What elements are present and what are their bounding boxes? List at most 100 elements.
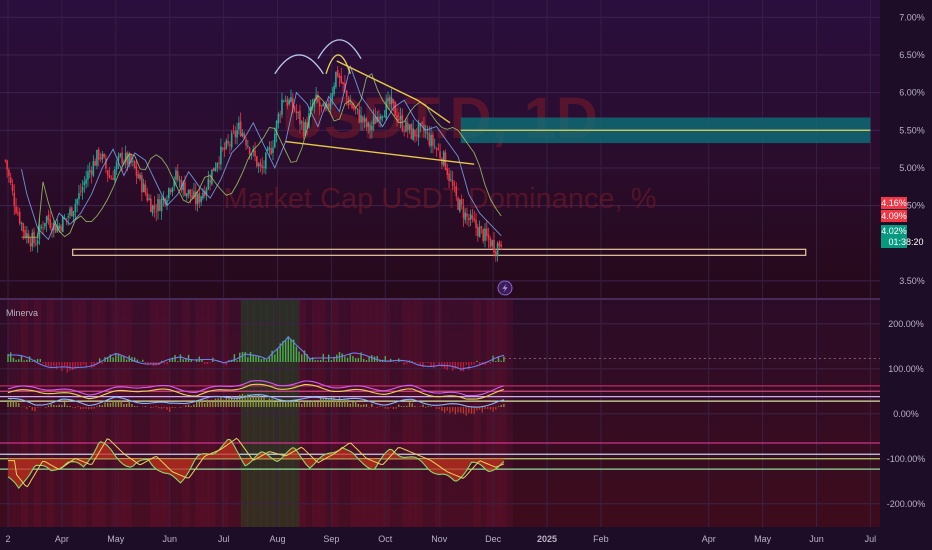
price-pane[interactable]: USDT.D, 1D Market Cap USDT Dominance, % (0, 0, 880, 298)
price-badge (881, 210, 907, 222)
candle-body (97, 149, 100, 160)
candle-body (290, 97, 292, 102)
candle-body (336, 70, 339, 77)
candle-body (18, 211, 21, 224)
candle-body (274, 133, 276, 148)
candle-body (87, 171, 89, 180)
candle-body (378, 116, 380, 122)
candle-body (198, 193, 201, 203)
candle-body (38, 225, 41, 240)
candle-body (433, 146, 436, 148)
candle-body (496, 243, 499, 257)
lightning-icon[interactable] (497, 280, 513, 296)
candle-body (223, 147, 226, 150)
indicator-tick-label: -200.00% (887, 499, 926, 509)
oscillator-signal-line (7, 383, 505, 400)
candle-body (396, 114, 398, 121)
candle-body (466, 213, 468, 217)
candle-body (171, 187, 174, 193)
candle-body (114, 169, 116, 181)
candle-body (35, 244, 37, 246)
candle-body (220, 146, 222, 165)
candle-body (358, 109, 361, 123)
time-tick-label: 2025 (537, 534, 557, 544)
candle-body (45, 216, 48, 224)
candle-body (96, 149, 98, 166)
moving-average-fast (21, 64, 502, 241)
candle-body (257, 163, 260, 166)
indicator-tick-label: 100.00% (888, 364, 924, 374)
candle-body (437, 148, 440, 151)
candle-body (288, 100, 290, 105)
candle-body (365, 118, 368, 128)
time-axis[interactable]: 2 Apr May Jun Jul Aug Sep Oct Nov Dec 2025 Feb Apr Ma… (5, 534, 876, 544)
candle-body (159, 199, 161, 211)
indicator-grid (0, 300, 880, 527)
candle-body (239, 121, 242, 136)
candle-body (139, 174, 141, 179)
candle-body (155, 211, 158, 213)
price-tick-label: 5.50% (899, 125, 925, 135)
candle-body (245, 139, 247, 146)
candle-body (388, 96, 391, 104)
candle-body (150, 198, 152, 213)
price-badge-label: 4.09% (881, 211, 907, 221)
candle-body (209, 180, 211, 183)
time-tick-label: Jun (162, 534, 177, 544)
candle-body (410, 124, 413, 139)
candle-body (225, 140, 228, 149)
candle-body (248, 147, 251, 155)
pattern-arc (317, 39, 362, 60)
time-tick-label: Jun (809, 534, 824, 544)
candle-body (70, 207, 73, 217)
price-grid (0, 0, 880, 298)
candle-body (387, 97, 389, 102)
candle-body (342, 82, 344, 85)
candle-body (345, 90, 348, 98)
candle-body (63, 217, 66, 219)
candle-body (450, 178, 452, 180)
candle-body (166, 199, 168, 206)
indicator-tick-label: 0.00% (893, 409, 919, 419)
candle-body (108, 175, 111, 178)
candle-body (340, 76, 343, 83)
candle-body (58, 225, 61, 229)
candle-body (137, 174, 140, 179)
time-tick-label: Jul (218, 534, 230, 544)
candle-body (22, 223, 25, 232)
candle-body (356, 108, 359, 110)
last-price-badge (881, 225, 907, 248)
lower-oscillator-line (7, 438, 505, 490)
candle-body (9, 177, 12, 183)
candle-body (56, 226, 59, 232)
candle-body (180, 179, 183, 191)
candle-body (106, 170, 109, 176)
candle-body (408, 124, 411, 130)
price-axis[interactable]: 7.00% 6.50% 6.00% 5.50% 5.00% 4.50% 3.50% (899, 12, 925, 286)
candle-body (446, 168, 449, 176)
candle-body (40, 226, 43, 228)
candle-body (207, 178, 210, 190)
lower-signal-line (8, 437, 505, 488)
candle-body (374, 116, 377, 124)
candle-body (455, 186, 458, 197)
candle-body (435, 148, 438, 150)
indicator-title[interactable]: Minerva (6, 308, 38, 318)
indicator-pane[interactable]: Minerva (0, 300, 880, 527)
candle-body (360, 115, 362, 123)
candle-body (44, 222, 46, 227)
candle-body (6, 160, 8, 170)
time-tick-label: Aug (269, 534, 285, 544)
candle-body (112, 178, 114, 180)
candle-body (13, 192, 16, 207)
candle-body (459, 199, 461, 212)
candle-body (457, 197, 459, 210)
demand-zone (72, 248, 807, 256)
candle-body (202, 192, 204, 199)
candle-body (124, 152, 127, 162)
indicator-axis[interactable]: 200.00% 100.00% 0.00% -100.00% -200.00% (887, 319, 926, 509)
candle-body (475, 219, 477, 228)
candle-body (121, 152, 123, 164)
candle-body (300, 121, 303, 123)
